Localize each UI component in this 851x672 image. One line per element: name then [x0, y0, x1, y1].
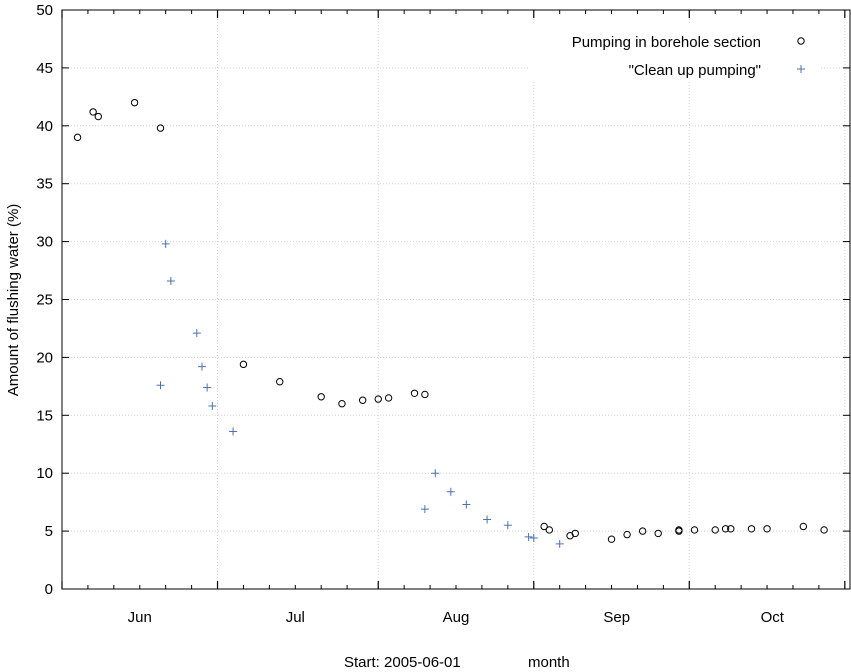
data-point-plus [462, 500, 471, 509]
data-point-circle [338, 400, 346, 408]
data-point-circle [721, 525, 730, 533]
legend-background [530, 24, 820, 80]
data-point-circle [638, 527, 647, 535]
legend-marker-plus [797, 65, 805, 73]
x-tick-label: Jun [128, 609, 152, 626]
data-point-circle [763, 525, 771, 533]
y-tick-label: 40 [36, 118, 53, 135]
x-axis-label: month [528, 654, 570, 671]
x-tick-label: Jul [286, 609, 305, 626]
data-point-circle [358, 396, 367, 404]
data-point-plus [524, 532, 533, 541]
data-point-plus [229, 427, 238, 436]
legend: Pumping in borehole section "Clean up pu… [530, 24, 820, 80]
grid-lines [62, 10, 850, 589]
data-point-plus [166, 276, 175, 285]
data-point-plus [420, 505, 429, 514]
data-point-circle [571, 529, 579, 538]
data-point-circle [276, 378, 284, 386]
data-point-circle [239, 360, 248, 369]
legend-marker-circle [797, 37, 805, 45]
data-point-plus [203, 383, 212, 392]
data-point-circle [747, 525, 756, 533]
x-tick-label: Aug [443, 609, 470, 626]
y-tick-label: 30 [36, 234, 53, 251]
data-point-circle [384, 394, 393, 402]
data-point-plus [503, 521, 512, 530]
data-point-circle [820, 526, 828, 534]
data-point-circle [410, 389, 419, 397]
data-point-circle [607, 535, 616, 543]
y-axis-label: Amount of flushing water (%) [5, 204, 22, 397]
y-tick-label: 50 [36, 2, 53, 19]
data-marks [73, 98, 828, 548]
x-tick-label: Oct [761, 609, 785, 626]
data-point-circle [421, 390, 429, 399]
y-tick-label: 15 [36, 407, 53, 424]
data-point-plus [208, 402, 217, 411]
x-tick-label: Sep [603, 609, 630, 626]
data-point-plus [483, 515, 492, 524]
data-point-circle [130, 98, 139, 107]
y-tick-label: 20 [36, 349, 53, 366]
data-point-plus [529, 534, 538, 543]
y-tick-label: 5 [45, 523, 53, 540]
data-point-circle [711, 526, 719, 534]
data-point-circle [654, 529, 662, 538]
series-clean-up-pumping [156, 239, 564, 548]
data-point-circle [727, 525, 735, 533]
data-point-circle [623, 530, 631, 539]
data-point-circle [799, 522, 808, 531]
data-point-circle [545, 526, 554, 534]
data-point-plus [555, 539, 564, 548]
data-point-plus [197, 362, 206, 371]
data-point-circle [690, 526, 699, 534]
y-tick-label: 25 [36, 292, 53, 309]
series-pumping-in-borehole-section [73, 98, 828, 543]
data-point-circle [317, 393, 325, 401]
data-point-circle [73, 133, 82, 142]
data-point-circle [675, 526, 683, 534]
y-tick-label: 10 [36, 465, 53, 482]
y-tick-label: 35 [36, 176, 53, 193]
legend-symbol [797, 37, 805, 45]
legend-symbol [797, 65, 805, 73]
data-point-circle [540, 522, 548, 531]
y-tick-label: 0 [45, 581, 53, 598]
data-point-plus [192, 329, 201, 338]
y-tick-label: 45 [36, 60, 53, 77]
data-point-plus [431, 469, 440, 478]
data-point-plus [446, 487, 455, 496]
data-point-circle [89, 108, 97, 116]
legend-label-clean-up: "Clean up pumping" [629, 62, 761, 79]
start-date-label: Start: 2005-06-01 [344, 654, 461, 671]
data-point-circle [374, 395, 382, 403]
axes: 0 5 10 15 20 25 30 35 40 45 50 Jun Jul Aug Sep Oct [36, 2, 850, 626]
legend-label-pumping: Pumping in borehole section [572, 34, 761, 51]
data-point-circle [94, 112, 102, 121]
data-point-plus [161, 239, 170, 248]
data-point-plus [156, 381, 165, 390]
data-point-circle [156, 124, 165, 132]
